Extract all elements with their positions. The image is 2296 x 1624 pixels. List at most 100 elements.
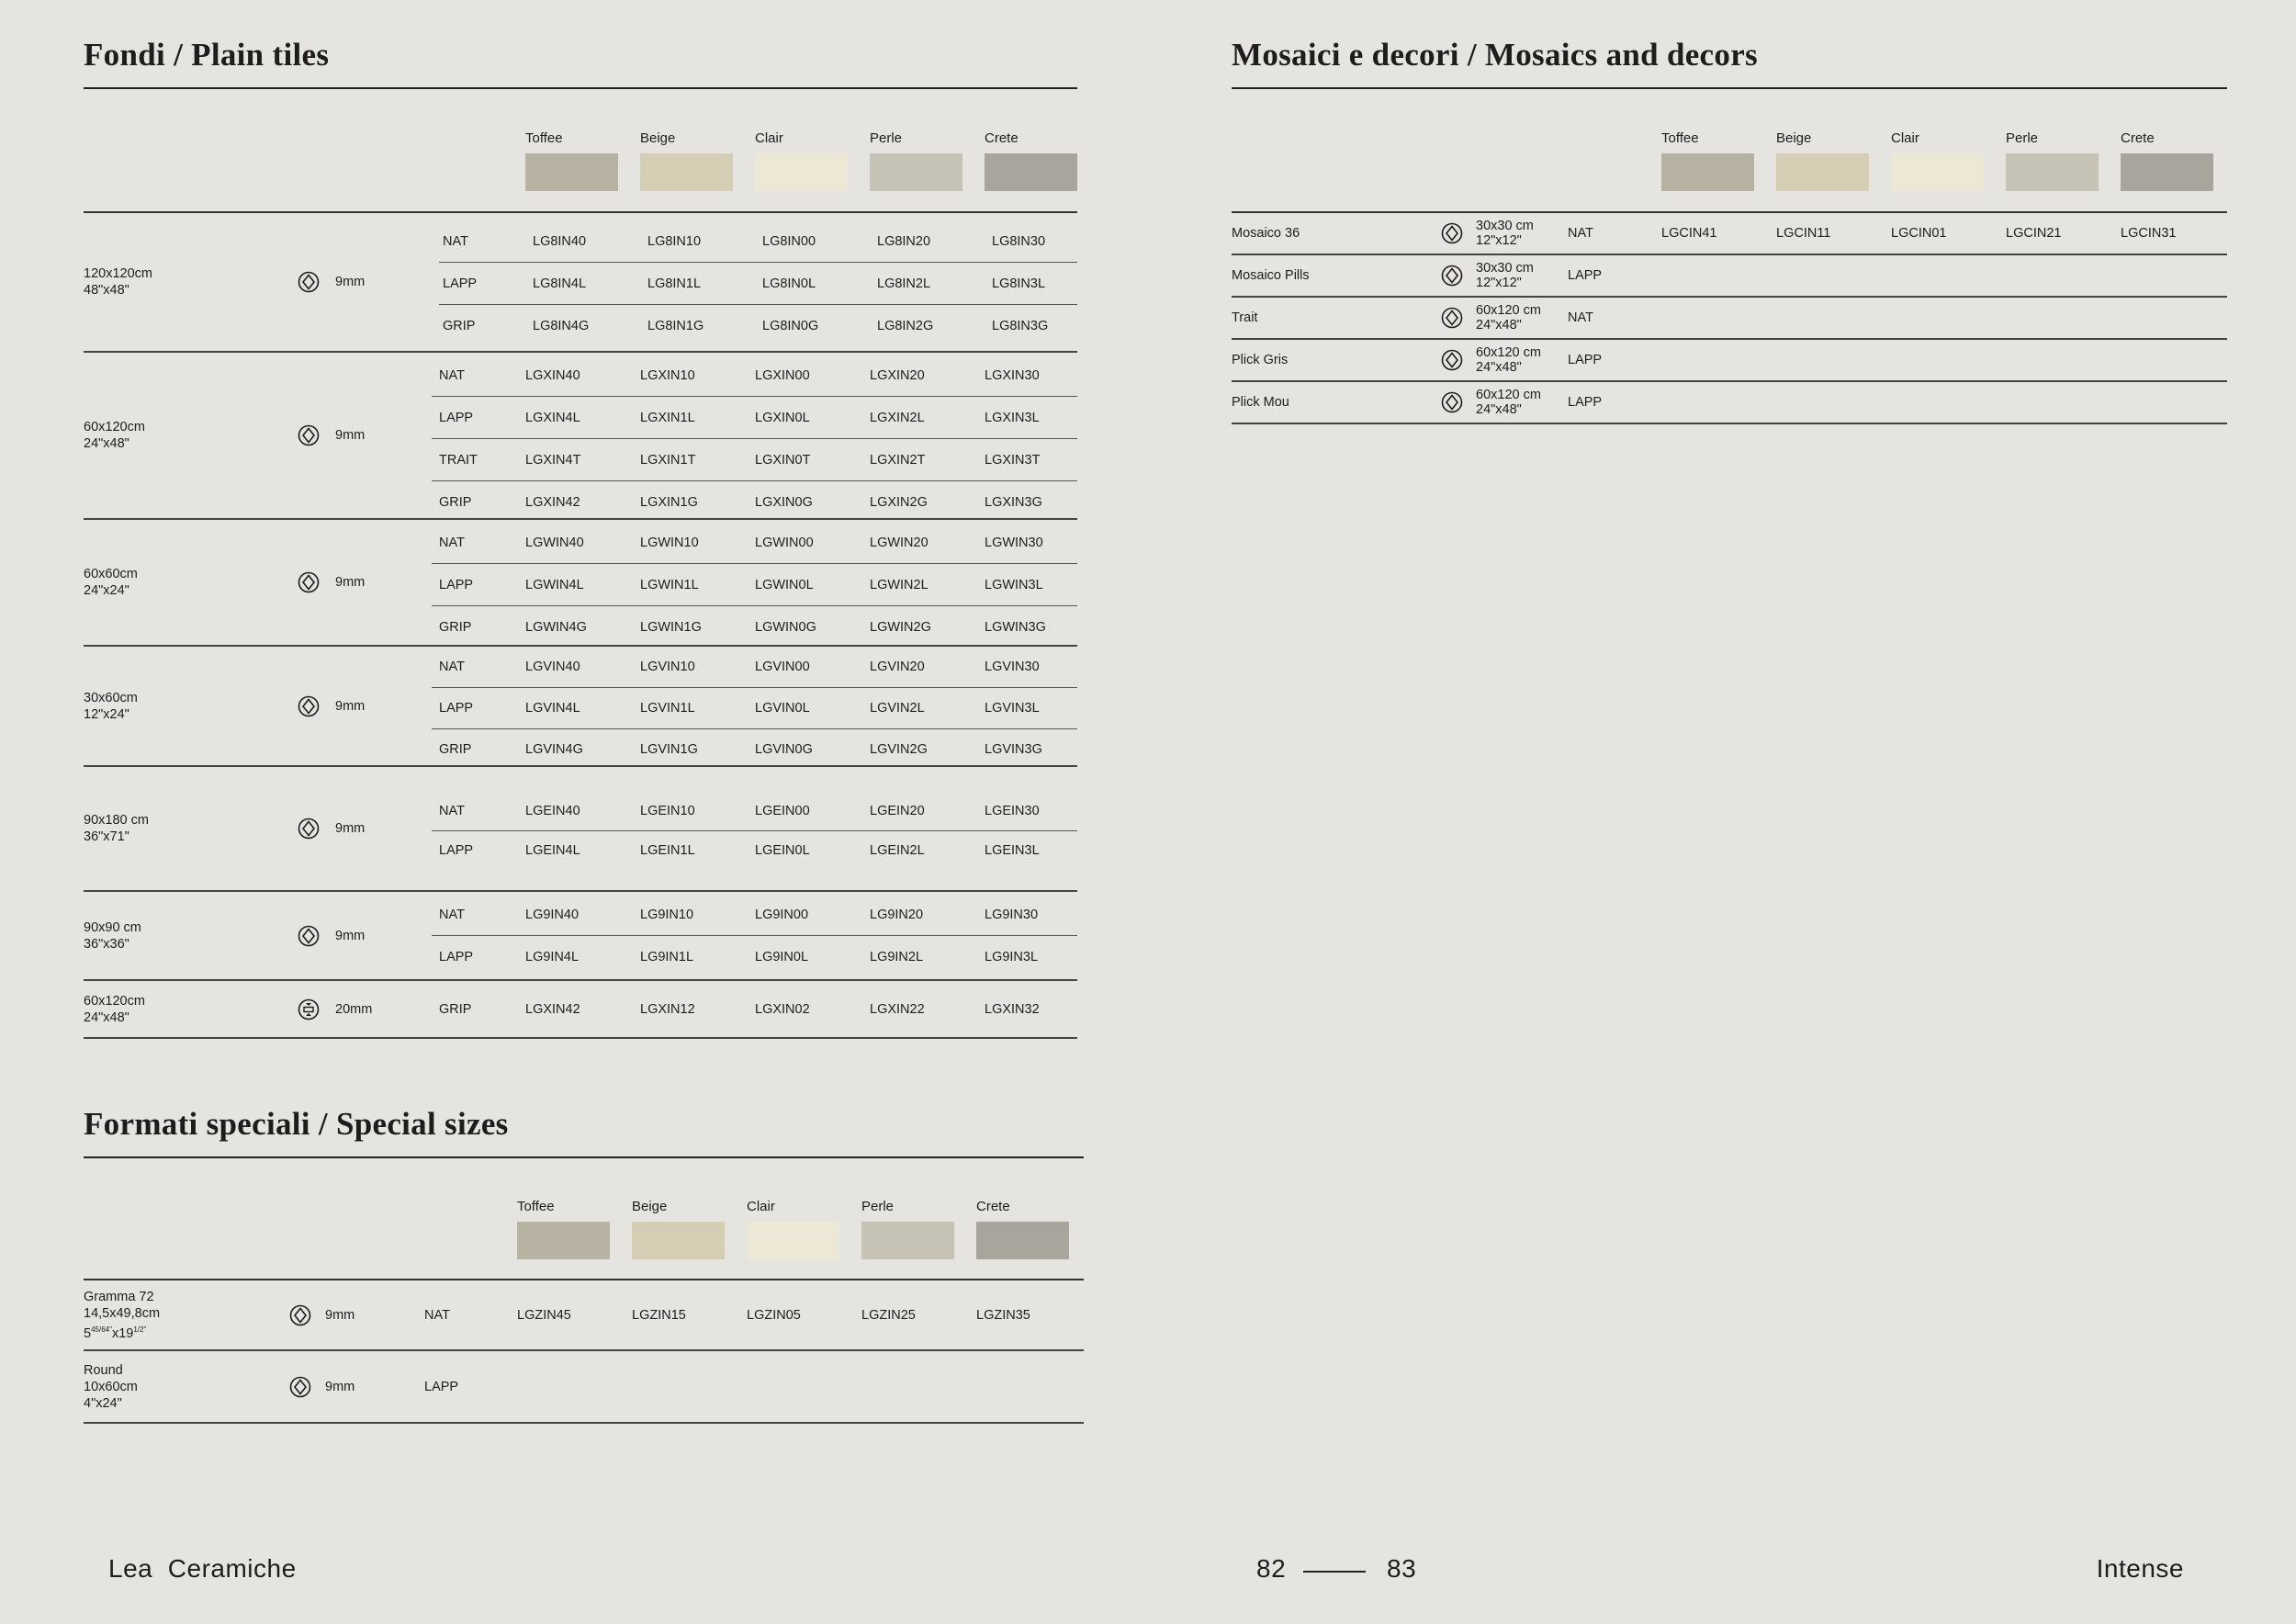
size-line: 24"x24" [84, 583, 129, 598]
product-code: LGEIN30 [985, 804, 1040, 818]
product-code: LGEIN40 [525, 804, 580, 818]
size-line: 4"x24" [84, 1395, 122, 1411]
finish-label: NAT [439, 367, 465, 383]
product-code: LG8IN1G [647, 318, 704, 333]
finish-label: LAPP [1568, 395, 1603, 410]
table-row: LAPP LGEIN4L LGEIN1L LGEIN0L LGEIN2L LGEIN3L [432, 830, 1077, 870]
size-block: 30x60cm 12"x24" 9mm NAT LGVIN40 LGVIN10 LGVIN0… [84, 647, 1077, 767]
product-code: LGWIN1G [640, 619, 702, 635]
color-label-beige: Beige [632, 1199, 668, 1214]
product-code: LGWIN0G [755, 619, 816, 635]
size-label: Gramma 72 14,5x49,8cm 545/64"x191/2" [84, 1289, 160, 1342]
thickness: 9mm [335, 928, 366, 943]
table-row: GRIP LGWIN4G LGWIN1G LGWIN0G LGWIN2G LGWIN3G [432, 605, 1077, 648]
table-row: GRIP LGXIN42 LGXIN12 LGXIN02 LGXIN22 LGXIN32 [432, 988, 1077, 1030]
size-line: Gramma 72 [84, 1289, 154, 1304]
title-rule [84, 87, 1077, 89]
brand-name: Lea Ceramiche [108, 1554, 297, 1583]
size-block: 60x120cm 24"x48" 20mm GRIP LGXIN42 LGXIN12 LGX… [84, 981, 1077, 1039]
mosaic-name: Mosaico Pills [1232, 268, 1310, 283]
size-part: 45/64" [91, 1325, 112, 1334]
finish-rows: GRIP LGXIN42 LGXIN12 LGXIN02 LGXIN22 LGXIN32 [432, 988, 1077, 1030]
table-row: GRIP LGXIN42 LGXIN1G LGXIN0G LGXIN2G LGXIN3G [432, 480, 1077, 523]
finish-label: LAPP [443, 276, 478, 291]
product-code: LG8IN1L [647, 276, 702, 291]
product-code: LGXIN42 [525, 494, 580, 510]
product-code: LGXIN1L [640, 410, 695, 425]
color-label-crete: Crete [976, 1199, 1010, 1214]
thickness: 9mm [335, 428, 366, 443]
table-row: Mosaico Pills 30x30 cm 12"x12" LAPP [1232, 255, 2227, 298]
finish-label: GRIP [443, 318, 476, 333]
size-line: 10x60cm [84, 1379, 138, 1394]
mosaics-table: Mosaico 36 30x30 cm 12"x12" NAT LGCIN41 LGCIN… [1232, 211, 2227, 424]
product-code: LG9IN2L [870, 949, 924, 964]
size-line: 24"x48" [1476, 318, 1522, 333]
product-code: LGXIN10 [640, 367, 695, 383]
rectified-diamond-icon [1441, 349, 1463, 371]
product-code: LGEIN0L [755, 843, 810, 858]
size-part: 5 [84, 1325, 92, 1341]
thickness: 20mm [335, 1001, 373, 1017]
table-row: LAPP LGWIN4L LGWIN1L LGWIN0L LGWIN2L LGWIN3L [432, 563, 1077, 605]
size-label: Round 10x60cm 4"x24" [84, 1362, 138, 1412]
size-label: 60x120 cm 24"x48" [1476, 345, 1541, 375]
product-code: LGVIN2L [870, 701, 925, 716]
product-code: LGVIN3L [985, 701, 1040, 716]
product-code: LGXIN0L [755, 410, 810, 425]
rectified-diamond-icon [298, 424, 320, 446]
color-label-crete: Crete [2121, 130, 2155, 146]
product-code: LG8IN00 [762, 233, 816, 249]
size-line: Round [84, 1362, 123, 1378]
color-swatch-toffee [1661, 153, 1754, 191]
product-code: LGXIN4L [525, 410, 580, 425]
color-swatch-clair [755, 153, 848, 191]
table-row: Mosaico 36 30x30 cm 12"x12" NAT LGCIN41 LGCIN… [1232, 213, 2227, 255]
color-label-beige: Beige [640, 130, 676, 146]
size-line: 12"x12" [1476, 276, 1522, 290]
rectified-diamond-icon [298, 571, 320, 593]
size-line: 60x120 cm [1476, 388, 1541, 402]
size-part: 1/2" [133, 1325, 147, 1334]
product-code: LG9IN00 [755, 907, 809, 922]
thickness: 9mm [325, 1307, 355, 1323]
color-swatch-crete [985, 153, 1077, 191]
product-code: LGVIN4G [525, 742, 583, 757]
size-line: 48"x48" [84, 283, 129, 298]
product-code: LG9IN20 [870, 907, 924, 922]
product-code: LG8IN4L [533, 276, 587, 291]
size-line: 36"x71" [84, 829, 129, 844]
product-code: LGVIN20 [870, 660, 925, 674]
rectified-diamond-icon [298, 271, 320, 293]
size-label: 30x30 cm 12"x12" [1476, 261, 1534, 290]
finish-label: LAPP [439, 410, 474, 425]
finish-rows: NAT LG8IN40 LG8IN10 LG8IN00 LG8IN20 LG8IN30 LA… [439, 220, 1077, 346]
finish-label: GRIP [439, 494, 472, 510]
product-code: LG8IN2L [877, 276, 931, 291]
size-line: 60x120cm [84, 993, 145, 1009]
product-code: LGEIN10 [640, 804, 695, 818]
table-row: LAPP LG9IN4L LG9IN1L LG9IN0L LG9IN2L LG9IN3L [432, 935, 1077, 977]
size-label: 30x30 cm 12"x12" [1476, 219, 1534, 248]
product-code: LGCIN21 [2006, 226, 2062, 241]
product-code: LG9IN3L [985, 949, 1039, 964]
finish-label: NAT [1568, 310, 1593, 325]
product-code: LG9IN4L [525, 949, 580, 964]
product-code: LGXIN2G [870, 494, 928, 510]
table-row: NAT LG8IN40 LG8IN10 LG8IN00 LG8IN20 LG8IN30 [439, 220, 1077, 262]
size-line: 24"x48" [1476, 402, 1522, 417]
size-line: 60x120 cm [1476, 303, 1541, 318]
size-label: 90x90 cm 36"x36" [84, 919, 141, 953]
finish-label: LAPP [439, 577, 474, 592]
color-swatch-toffee [525, 153, 618, 191]
product-code: LGEIN2L [870, 843, 925, 858]
color-label-perle: Perle [870, 130, 903, 146]
product-code: LGZIN25 [861, 1307, 916, 1323]
product-code: LGXIN02 [755, 1001, 810, 1017]
size-label: 60x120 cm 24"x48" [1476, 388, 1541, 417]
product-code: LGVIN3G [985, 742, 1042, 757]
title-rule [1232, 87, 2227, 89]
product-code: LGXIN32 [985, 1001, 1040, 1017]
thickness: 9mm [335, 698, 366, 714]
size-line: 36"x36" [84, 936, 129, 952]
